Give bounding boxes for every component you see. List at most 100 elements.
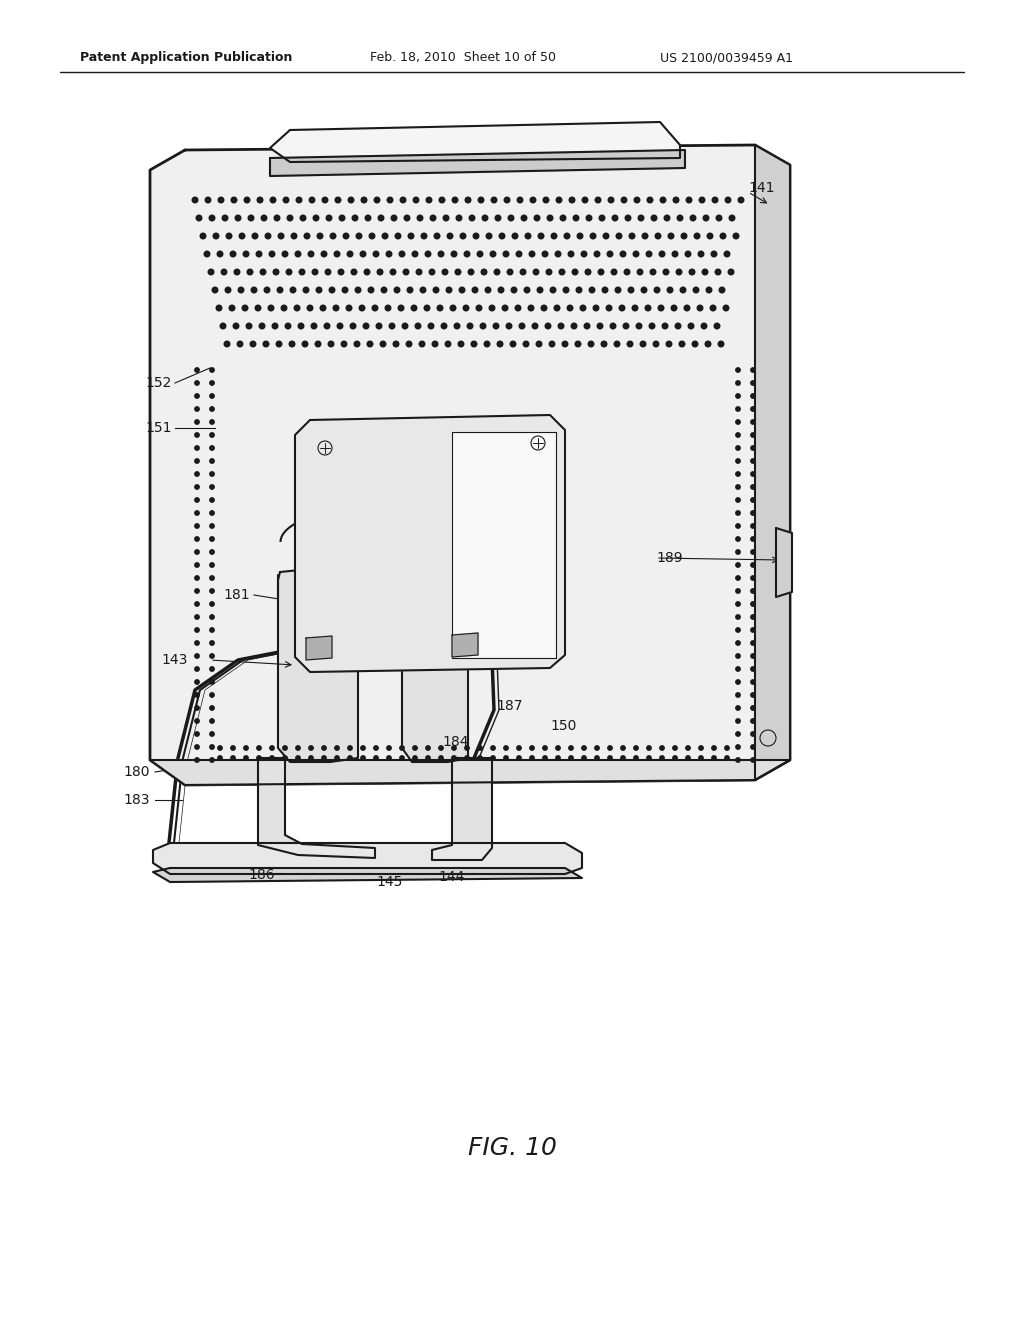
Circle shape [209,215,215,220]
Circle shape [689,269,695,275]
Circle shape [426,197,432,203]
Circle shape [473,234,479,239]
Circle shape [315,341,321,347]
Circle shape [210,744,214,750]
Circle shape [195,589,200,593]
Circle shape [736,680,740,684]
Circle shape [706,341,711,347]
Circle shape [201,234,206,239]
Circle shape [195,615,200,619]
Circle shape [195,680,200,684]
Circle shape [667,341,672,347]
Circle shape [590,234,596,239]
Circle shape [585,269,591,275]
Circle shape [736,368,740,372]
Circle shape [359,305,365,310]
Circle shape [419,341,425,347]
Circle shape [195,653,200,659]
Text: 152: 152 [145,376,172,389]
Circle shape [751,484,756,490]
Circle shape [504,756,508,760]
Circle shape [610,323,615,329]
Circle shape [529,746,535,750]
Circle shape [751,420,756,424]
Circle shape [193,197,198,203]
Circle shape [651,215,656,220]
Circle shape [395,234,400,239]
Circle shape [719,288,725,293]
Circle shape [246,323,252,329]
Circle shape [530,197,536,203]
Circle shape [428,323,434,329]
Circle shape [381,288,387,293]
Circle shape [204,251,210,257]
Text: Feb. 18, 2010  Sheet 10 of 50: Feb. 18, 2010 Sheet 10 of 50 [370,51,556,65]
Circle shape [736,433,740,437]
Circle shape [482,215,487,220]
Circle shape [517,746,521,750]
Circle shape [452,746,457,750]
Circle shape [736,576,740,581]
Circle shape [736,628,740,632]
Circle shape [304,234,310,239]
Circle shape [263,341,268,347]
Circle shape [581,305,586,310]
Circle shape [582,756,586,760]
Circle shape [494,323,499,329]
Circle shape [603,234,609,239]
Circle shape [496,215,501,220]
Circle shape [476,305,482,310]
Circle shape [322,746,327,750]
Circle shape [711,305,716,310]
Circle shape [702,269,708,275]
Circle shape [690,215,695,220]
Circle shape [693,288,698,293]
Circle shape [602,288,608,293]
Circle shape [545,323,551,329]
Circle shape [751,511,756,515]
Circle shape [425,251,431,257]
Text: 181: 181 [223,587,250,602]
Circle shape [382,234,388,239]
Circle shape [736,640,740,645]
Circle shape [736,393,740,399]
Circle shape [751,459,756,463]
Circle shape [736,615,740,619]
Circle shape [688,323,694,329]
Circle shape [341,341,347,347]
Circle shape [210,537,214,541]
Circle shape [458,341,464,347]
Circle shape [751,602,756,606]
Circle shape [537,341,542,347]
Circle shape [244,251,249,257]
Circle shape [348,756,352,760]
Circle shape [226,234,231,239]
Circle shape [588,341,594,347]
Circle shape [399,756,404,760]
Circle shape [443,215,449,220]
Circle shape [751,498,756,502]
Circle shape [708,234,713,239]
Circle shape [309,746,313,750]
Circle shape [210,653,214,659]
Circle shape [736,667,740,671]
Circle shape [256,251,262,257]
Circle shape [658,305,664,310]
Circle shape [269,756,274,760]
Circle shape [248,215,254,220]
Circle shape [607,251,612,257]
Circle shape [195,758,200,762]
Circle shape [195,433,200,437]
Circle shape [645,305,651,310]
Circle shape [270,197,275,203]
Circle shape [568,746,573,750]
Circle shape [368,341,373,347]
Circle shape [751,537,756,541]
Circle shape [621,756,626,760]
Circle shape [250,341,256,347]
Circle shape [403,269,409,275]
Circle shape [322,251,327,257]
Circle shape [366,215,371,220]
Circle shape [502,305,508,310]
Circle shape [612,215,617,220]
